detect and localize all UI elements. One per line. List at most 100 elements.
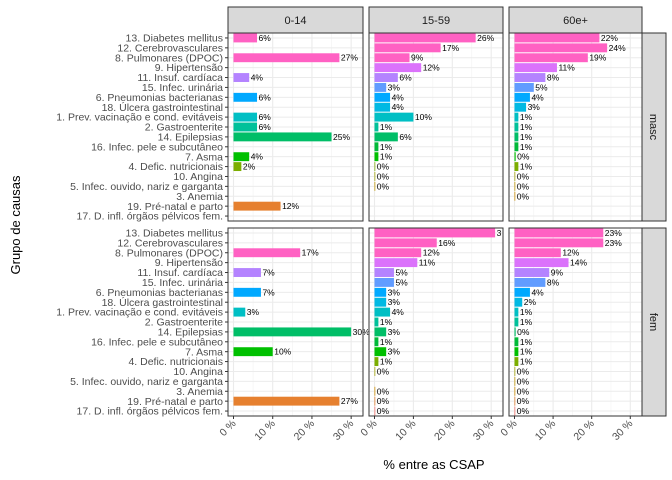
y-tick-label: 6. Pneumonias bacterianas: [96, 92, 223, 104]
data-label: 0%: [517, 376, 530, 386]
data-label: 27%: [341, 53, 358, 63]
y-tick-label: 19. Pré-natal e parto: [127, 396, 223, 408]
bar: [233, 92, 258, 102]
data-label: 1%: [520, 357, 533, 367]
bar: [233, 347, 273, 357]
data-label: 7%: [262, 268, 275, 278]
y-tick-label: 5. Infec. ouvido, nariz e garganta: [70, 376, 223, 388]
x-tick-label: 0 %: [217, 418, 238, 439]
y-tick-label: 9. Hipertensão: [155, 62, 223, 74]
y-tick-label: 12. Cerebrovasculares: [117, 237, 223, 249]
bar: [514, 92, 530, 102]
data-label: 12%: [562, 248, 579, 258]
bar: [514, 33, 600, 43]
bar: [374, 327, 387, 337]
bar: [514, 357, 519, 367]
bar: [374, 33, 476, 43]
row-strip-label: masc: [647, 114, 659, 141]
data-label: 25%: [333, 132, 350, 142]
data-label: 4%: [392, 307, 405, 317]
data-label: 3%: [388, 297, 401, 307]
bar: [233, 152, 250, 162]
bar: [374, 357, 379, 367]
y-tick-label: 2. Gastroenterite: [145, 317, 223, 329]
bar: [514, 367, 516, 376]
y-tick-label: 9. Hipertensão: [155, 257, 223, 269]
y-tick-label: 7. Asma: [185, 151, 223, 163]
bar: [233, 33, 258, 43]
y-axis-title: Grupo de causas: [8, 175, 23, 275]
bar: [374, 297, 387, 307]
data-label: 6%: [259, 122, 272, 132]
x-tick-label: 10 %: [533, 418, 558, 443]
data-label: 1%: [380, 317, 393, 327]
bar: [374, 82, 387, 92]
data-label: 10%: [274, 347, 291, 357]
data-label: 6%: [399, 73, 412, 83]
data-label: 3%: [388, 347, 401, 357]
data-label: 1%: [380, 142, 393, 152]
bar: [514, 238, 604, 248]
data-label: 0%: [377, 171, 390, 181]
bar: [514, 112, 519, 122]
bar: [374, 63, 422, 73]
panel-fem-15-59: 316%12%11%5%5%3%3%4%1%3%1%3%1%0%0%0%0%: [368, 227, 504, 417]
x-tick-labels: 0 % 10 % 20 % 30 % 0 % 10 % 20 % 30 % 0 % 10 % 20 …: [217, 416, 635, 443]
data-label: 1%: [520, 337, 533, 347]
data-label: 1%: [380, 357, 393, 367]
data-label: 0%: [377, 406, 390, 416]
bar: [374, 307, 391, 317]
bar: [514, 132, 519, 142]
bar: [233, 122, 258, 132]
bar: [514, 122, 519, 132]
data-label: 0%: [377, 386, 390, 396]
bar: [233, 132, 332, 142]
bar: [233, 268, 261, 277]
data-label: 2%: [243, 162, 256, 172]
bar: [514, 317, 519, 327]
bar: [514, 376, 516, 386]
panel-fem-0-14: 17%7%7%3%30%10%27%: [227, 227, 370, 417]
y-tick-label: 18. Úlcera gastrointestinal: [102, 296, 223, 309]
data-label: 26%: [477, 33, 494, 43]
y-tick-label: 10. Angina: [173, 171, 223, 183]
x-tick-label: 0 %: [358, 418, 379, 439]
x-tick-label: 20 %: [432, 418, 457, 443]
bar: [233, 53, 340, 63]
x-tick-label: 10 %: [393, 418, 418, 443]
bar: [514, 248, 561, 258]
y-tick-label: 4. Defic. nutricionais: [128, 356, 223, 368]
data-label: 8%: [547, 73, 560, 83]
data-label: 9%: [551, 268, 564, 278]
data-label: 2%: [524, 297, 537, 307]
bar: [514, 43, 608, 53]
data-label: 0%: [517, 152, 530, 162]
y-tick-label: 11. Insuf. cardíaca: [137, 72, 223, 84]
data-label: 0%: [517, 327, 530, 337]
x-tick-label: 30 %: [610, 418, 635, 443]
data-label: 14%: [570, 258, 587, 268]
data-label: 4%: [392, 92, 405, 102]
panel-masc-0-14: 6%27%4%6%6%6%25%4%2%12%: [227, 32, 364, 222]
data-label: 4%: [251, 73, 264, 83]
bar: [514, 268, 550, 277]
bar: [374, 347, 387, 357]
data-label: 5%: [395, 277, 408, 287]
bar: [514, 386, 516, 396]
row-strip-label: fem: [647, 313, 659, 331]
data-label: 17%: [442, 43, 459, 53]
data-label: 5%: [535, 82, 548, 92]
y-tick-label: 8. Pulmonares (DPOC): [115, 247, 223, 259]
data-label: 22%: [601, 33, 618, 43]
bar: [374, 112, 414, 122]
data-label: 0%: [517, 366, 530, 376]
y-tick-label: 13. Diabetes mellitus: [126, 33, 223, 45]
data-label: 6%: [399, 132, 412, 142]
data-label: 3%: [388, 82, 401, 92]
bar: [514, 258, 569, 268]
y-tick-label: 6. Pneumonias bacterianas: [96, 287, 223, 299]
bar: [233, 307, 246, 317]
y-tick-label: 15. Infec. urinária: [142, 277, 223, 289]
data-label: 4%: [531, 92, 544, 102]
